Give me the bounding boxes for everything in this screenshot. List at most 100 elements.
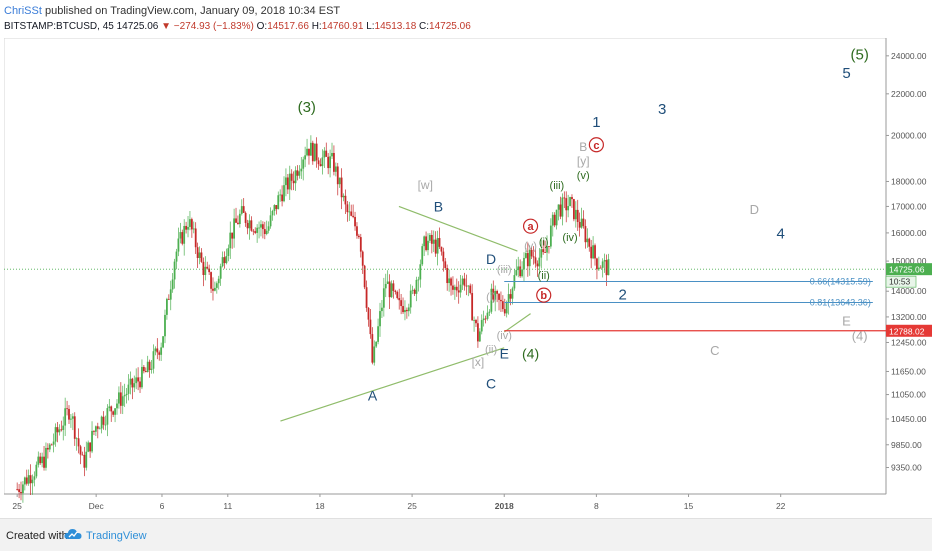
candle-body bbox=[354, 216, 356, 227]
candle-body bbox=[66, 408, 68, 410]
candle-body bbox=[329, 156, 331, 169]
candle-body bbox=[461, 278, 464, 285]
wave-label: 2 bbox=[619, 287, 627, 304]
candle-body bbox=[235, 218, 237, 223]
candle-body bbox=[369, 319, 372, 335]
candle-body bbox=[594, 245, 596, 259]
candle-body bbox=[202, 261, 205, 275]
wave-label: E bbox=[500, 346, 509, 362]
candle-body bbox=[45, 447, 47, 468]
last-price: 14725.06 bbox=[116, 21, 159, 32]
candle-body bbox=[375, 341, 378, 347]
candle-body bbox=[515, 270, 518, 276]
fib-level-label: 0.66(14315.59) bbox=[810, 276, 871, 286]
candle-body bbox=[189, 219, 191, 227]
candle-body bbox=[79, 446, 82, 455]
candle-body bbox=[409, 290, 412, 308]
wave-label: (v) bbox=[524, 241, 537, 253]
candle-body bbox=[177, 238, 180, 252]
candle-body bbox=[175, 251, 178, 262]
candle-body bbox=[219, 266, 222, 279]
candle-body bbox=[382, 288, 385, 308]
candle-body bbox=[582, 218, 585, 227]
candle-body bbox=[244, 212, 247, 223]
candle-body bbox=[35, 464, 38, 477]
price-chart[interactable]: 24000.00 22000.00 20000.00 18000.00 17000.00… bbox=[4, 38, 932, 518]
candle-body bbox=[423, 236, 426, 247]
candle-body bbox=[394, 290, 397, 292]
candle-body bbox=[68, 408, 70, 420]
candle-body bbox=[548, 246, 550, 247]
candle-body bbox=[532, 256, 535, 258]
y-tick-label: 14000.00 bbox=[891, 286, 927, 296]
candle-body bbox=[20, 491, 22, 494]
candle-body bbox=[390, 283, 393, 298]
candle-body bbox=[344, 195, 347, 205]
wave-label: (3) bbox=[298, 99, 316, 116]
chart-header: ChriSSt published on TradingView.com, Ja… bbox=[0, 0, 932, 38]
wave-label: B bbox=[579, 140, 587, 154]
candle-body bbox=[526, 253, 529, 267]
candle-body bbox=[340, 177, 343, 198]
candle-body bbox=[273, 205, 276, 211]
y-tick-label: 9350.00 bbox=[891, 463, 922, 473]
candle-body bbox=[267, 226, 270, 231]
wave-circle bbox=[522, 218, 539, 234]
candle-body bbox=[31, 479, 34, 484]
candle-body bbox=[459, 284, 462, 293]
low-label: L: bbox=[366, 21, 375, 32]
candle-body bbox=[599, 267, 602, 269]
y-tick-label: 13200.00 bbox=[891, 312, 927, 322]
wave-label: B bbox=[434, 199, 443, 215]
candle-body bbox=[469, 285, 472, 294]
candle-body bbox=[81, 454, 84, 456]
candle-body bbox=[208, 268, 211, 273]
candle-body bbox=[285, 177, 287, 186]
candle-body bbox=[240, 206, 243, 214]
candle-body bbox=[33, 476, 36, 480]
candle-body bbox=[500, 299, 502, 302]
candle-body bbox=[250, 220, 253, 231]
candle-body bbox=[302, 159, 305, 169]
candle-body bbox=[112, 411, 115, 415]
candle-body bbox=[338, 177, 341, 185]
candle-body bbox=[478, 331, 481, 342]
wave-circle bbox=[588, 137, 604, 153]
candle-body bbox=[290, 173, 293, 181]
candle-body bbox=[592, 245, 594, 259]
candle-body bbox=[167, 298, 170, 300]
y-tick-label: 24000.00 bbox=[891, 51, 927, 61]
candle-body bbox=[125, 393, 128, 396]
candle-body bbox=[46, 447, 49, 450]
candle-body bbox=[605, 260, 608, 276]
candle-body bbox=[365, 287, 368, 308]
candle-body bbox=[363, 265, 366, 288]
candle-body bbox=[258, 227, 260, 229]
symbol-label[interactable]: BITSTAMP:BTCUSD, 45 bbox=[4, 21, 114, 32]
candle-body bbox=[242, 206, 245, 213]
candle-body bbox=[571, 197, 573, 200]
candle-body bbox=[196, 247, 199, 259]
candle-body bbox=[106, 408, 109, 425]
trendline bbox=[503, 313, 531, 333]
candle-body bbox=[563, 197, 566, 199]
candle-body bbox=[607, 259, 610, 276]
candle-body bbox=[89, 442, 92, 452]
candle-body bbox=[501, 301, 504, 310]
y-tick-label: 20000.00 bbox=[891, 130, 927, 140]
candle-body bbox=[313, 143, 316, 162]
candle-body bbox=[496, 290, 499, 294]
tradingview-link[interactable]: TradingView bbox=[86, 530, 147, 542]
last-price-tag bbox=[886, 263, 932, 276]
author-link[interactable]: ChriSSt bbox=[4, 5, 42, 17]
candle-body bbox=[237, 222, 239, 224]
candle-body bbox=[413, 289, 416, 294]
candle-body bbox=[41, 456, 44, 464]
candle-body bbox=[455, 286, 458, 291]
wave-label: (4) bbox=[522, 346, 539, 362]
candle-body bbox=[519, 266, 522, 277]
candle-body bbox=[256, 227, 259, 233]
candle-body bbox=[471, 293, 474, 321]
wave-label: D bbox=[486, 251, 496, 267]
candle-body bbox=[261, 224, 264, 230]
